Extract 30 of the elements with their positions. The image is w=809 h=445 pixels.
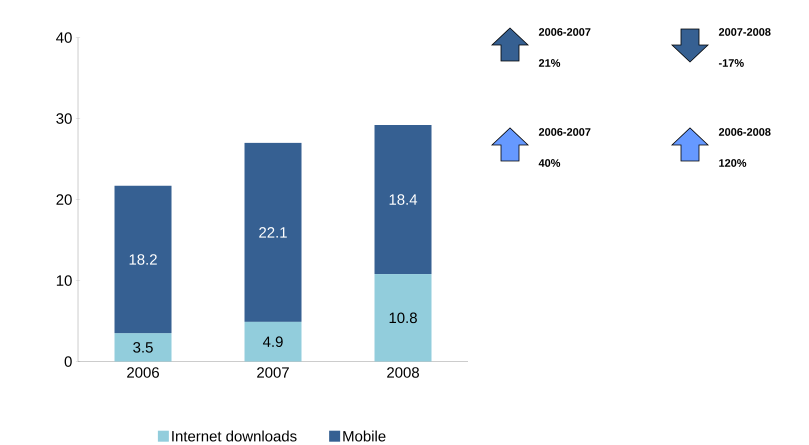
bar xyxy=(114,186,172,334)
data-label: 18.4 xyxy=(390,194,418,205)
legend-label: Mobile xyxy=(343,430,386,442)
data-label: 4.9 xyxy=(262,336,283,347)
x-tick-label: 2007 xyxy=(257,367,289,378)
data-label: 18.2 xyxy=(130,254,157,265)
data-label: 10.8 xyxy=(390,312,417,324)
y-tick-label: 0 xyxy=(64,356,72,367)
bar xyxy=(244,322,302,362)
x-tick-label: 2008 xyxy=(387,367,419,378)
y-tick-label: 20 xyxy=(56,194,72,205)
y-tick-label: 30 xyxy=(56,113,72,124)
text: 2006-2008 xyxy=(718,128,771,136)
bar xyxy=(374,125,432,274)
y-tick-label: 40 xyxy=(56,32,72,43)
text: 2006-2007 xyxy=(538,128,590,136)
bar xyxy=(114,333,172,362)
x-tick-label: 2006 xyxy=(127,367,159,378)
data-label: 3.5 xyxy=(133,342,153,353)
data-label: 22.1 xyxy=(259,227,287,238)
legend-label: Internet downloads xyxy=(172,430,297,442)
bar xyxy=(244,142,302,322)
text: -17% xyxy=(718,59,744,67)
text: 40% xyxy=(538,159,560,167)
text: 2007-2008 xyxy=(718,28,771,36)
text: 120% xyxy=(719,159,746,167)
y-tick-label: 10 xyxy=(56,275,72,286)
text: 21% xyxy=(538,59,560,67)
text: 2006-2007 xyxy=(538,28,590,36)
bar xyxy=(374,274,432,362)
